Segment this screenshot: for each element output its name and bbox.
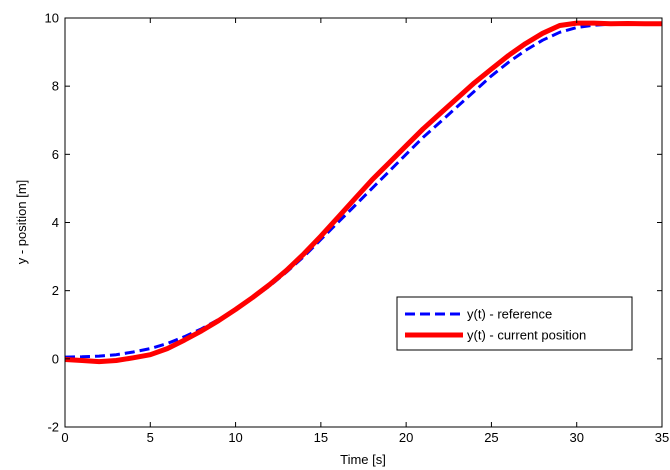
x-tick-label: 5	[147, 430, 154, 445]
y-tick-label: 0	[52, 351, 59, 366]
y-axis-title: y - position [m]	[14, 180, 29, 265]
legend-label-reference: y(t) - reference	[467, 307, 552, 322]
x-tick-label: 15	[314, 430, 328, 445]
legend-box	[396, 296, 633, 351]
x-tick-label: 30	[569, 430, 583, 445]
x-tick-label: 25	[484, 430, 498, 445]
y-tick-label: -2	[47, 420, 59, 435]
y-tick-label: 6	[52, 147, 59, 162]
x-tick-label: 0	[61, 430, 68, 445]
series-line-reference	[64, 22, 662, 359]
y-tick-label: 8	[52, 79, 59, 94]
legend-label-current: y(t) - current position	[467, 328, 586, 343]
plot-area	[65, 18, 662, 427]
x-tick-label: 20	[399, 430, 413, 445]
x-tick-label: 10	[228, 430, 242, 445]
y-tick-label: 4	[52, 215, 59, 230]
series-line-current-position	[64, 20, 662, 365]
x-tick-label: 35	[655, 430, 669, 445]
x-axis-title: Time [s]	[340, 452, 386, 467]
y-tick-label: 10	[45, 11, 59, 26]
y-tick-label: 2	[52, 283, 59, 298]
axes-layer	[64, 17, 663, 428]
legend: y(t) - reference y(t) - current position	[396, 296, 633, 351]
series-layer	[64, 20, 662, 365]
